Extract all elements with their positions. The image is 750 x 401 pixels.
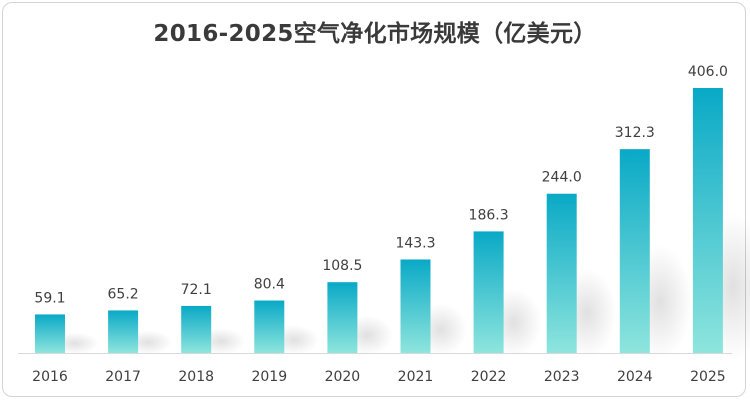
data-label-2020: 108.5: [322, 258, 362, 274]
x-tick-2018: 2018: [178, 369, 214, 385]
bar-2025: [692, 88, 723, 353]
data-label-2023: 244.0: [542, 170, 582, 186]
data-label-2016: 59.1: [34, 290, 65, 306]
x-tick-2021: 2021: [398, 369, 434, 385]
x-tick-2023: 2023: [544, 369, 580, 385]
data-label-2017: 65.2: [108, 286, 139, 302]
data-label-2018: 72.1: [181, 282, 212, 298]
data-label-2021: 143.3: [395, 235, 435, 251]
bar-2017: [108, 310, 139, 353]
bar-2020: [327, 282, 358, 353]
data-label-2022: 186.3: [469, 207, 509, 223]
bar-2022: [473, 231, 504, 353]
bar-2018: [181, 305, 212, 353]
bar-2019: [254, 300, 285, 353]
data-label-2019: 80.4: [254, 277, 285, 293]
x-tick-2025: 2025: [690, 369, 726, 385]
bar-2023: [546, 193, 577, 353]
x-tick-2024: 2024: [617, 369, 653, 385]
x-tick-2020: 2020: [325, 369, 361, 385]
bar-2016: [35, 314, 65, 353]
chart-title: 2016-2025空气净化市场规模（亿美元）: [153, 21, 597, 47]
x-tick-2016: 2016: [32, 369, 68, 385]
bar-2021: [400, 259, 431, 353]
x-tick-2017: 2017: [105, 369, 141, 385]
data-label-2024: 312.3: [615, 125, 655, 141]
bar-2024: [619, 149, 650, 353]
x-tick-2022: 2022: [471, 369, 507, 385]
data-label-2025: 406.0: [688, 64, 728, 80]
x-tick-2019: 2019: [251, 369, 287, 385]
